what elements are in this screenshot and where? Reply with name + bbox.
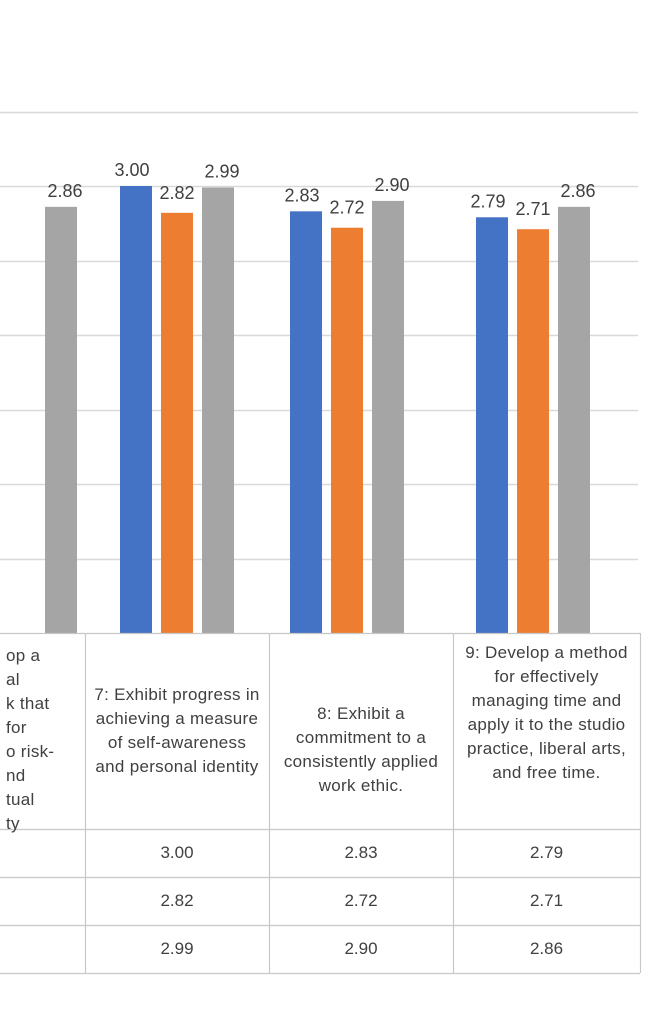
table-value: 2.86 (529, 939, 564, 958)
bar (476, 217, 508, 634)
table-value: 2.72 (344, 891, 378, 910)
data-table-lines (0, 632, 642, 975)
data-label: 2.82 (159, 183, 194, 203)
bar (45, 206, 77, 634)
table-value: 3.00 (160, 843, 194, 862)
bars (45, 186, 590, 634)
table-value: 2.79 (529, 843, 564, 862)
data-label: 2.86 (560, 181, 595, 201)
table-value: 2.90 (344, 939, 378, 958)
data-label: 2.79 (470, 191, 505, 211)
table-value: 2.99 (160, 939, 194, 958)
category-label: 9: Develop a method for effectively mana… (465, 643, 628, 782)
table-value: 2.71 (529, 891, 564, 910)
data-label: 2.86 (47, 181, 82, 201)
data-label: 2.72 (329, 198, 364, 218)
data-label: 2.90 (374, 175, 409, 195)
bar (161, 212, 193, 633)
data-label: 2.99 (204, 161, 239, 181)
bar (372, 200, 404, 633)
table-value: 2.82 (160, 891, 194, 910)
bar (331, 227, 363, 633)
data-label: 2.83 (284, 185, 319, 205)
category-label: op a al k that for o risk- nd tual ty (6, 646, 55, 833)
bar (517, 229, 549, 633)
table-value: 2.83 (344, 843, 378, 862)
bar (120, 186, 152, 633)
data-label: 3.00 (114, 160, 149, 180)
category-label: 8: Exhibit a commitment to a consistentl… (283, 704, 439, 795)
bar (558, 206, 590, 634)
bar (290, 211, 322, 633)
data-label: 2.71 (515, 199, 550, 219)
bar (202, 187, 234, 634)
category-label: 7: Exhibit progress in achieving a measu… (94, 685, 260, 776)
data-labels: 3.00 2.83 2.79 2.82 2.72 2.71 2.86 2.99 2.90 2.86 (47, 160, 595, 219)
